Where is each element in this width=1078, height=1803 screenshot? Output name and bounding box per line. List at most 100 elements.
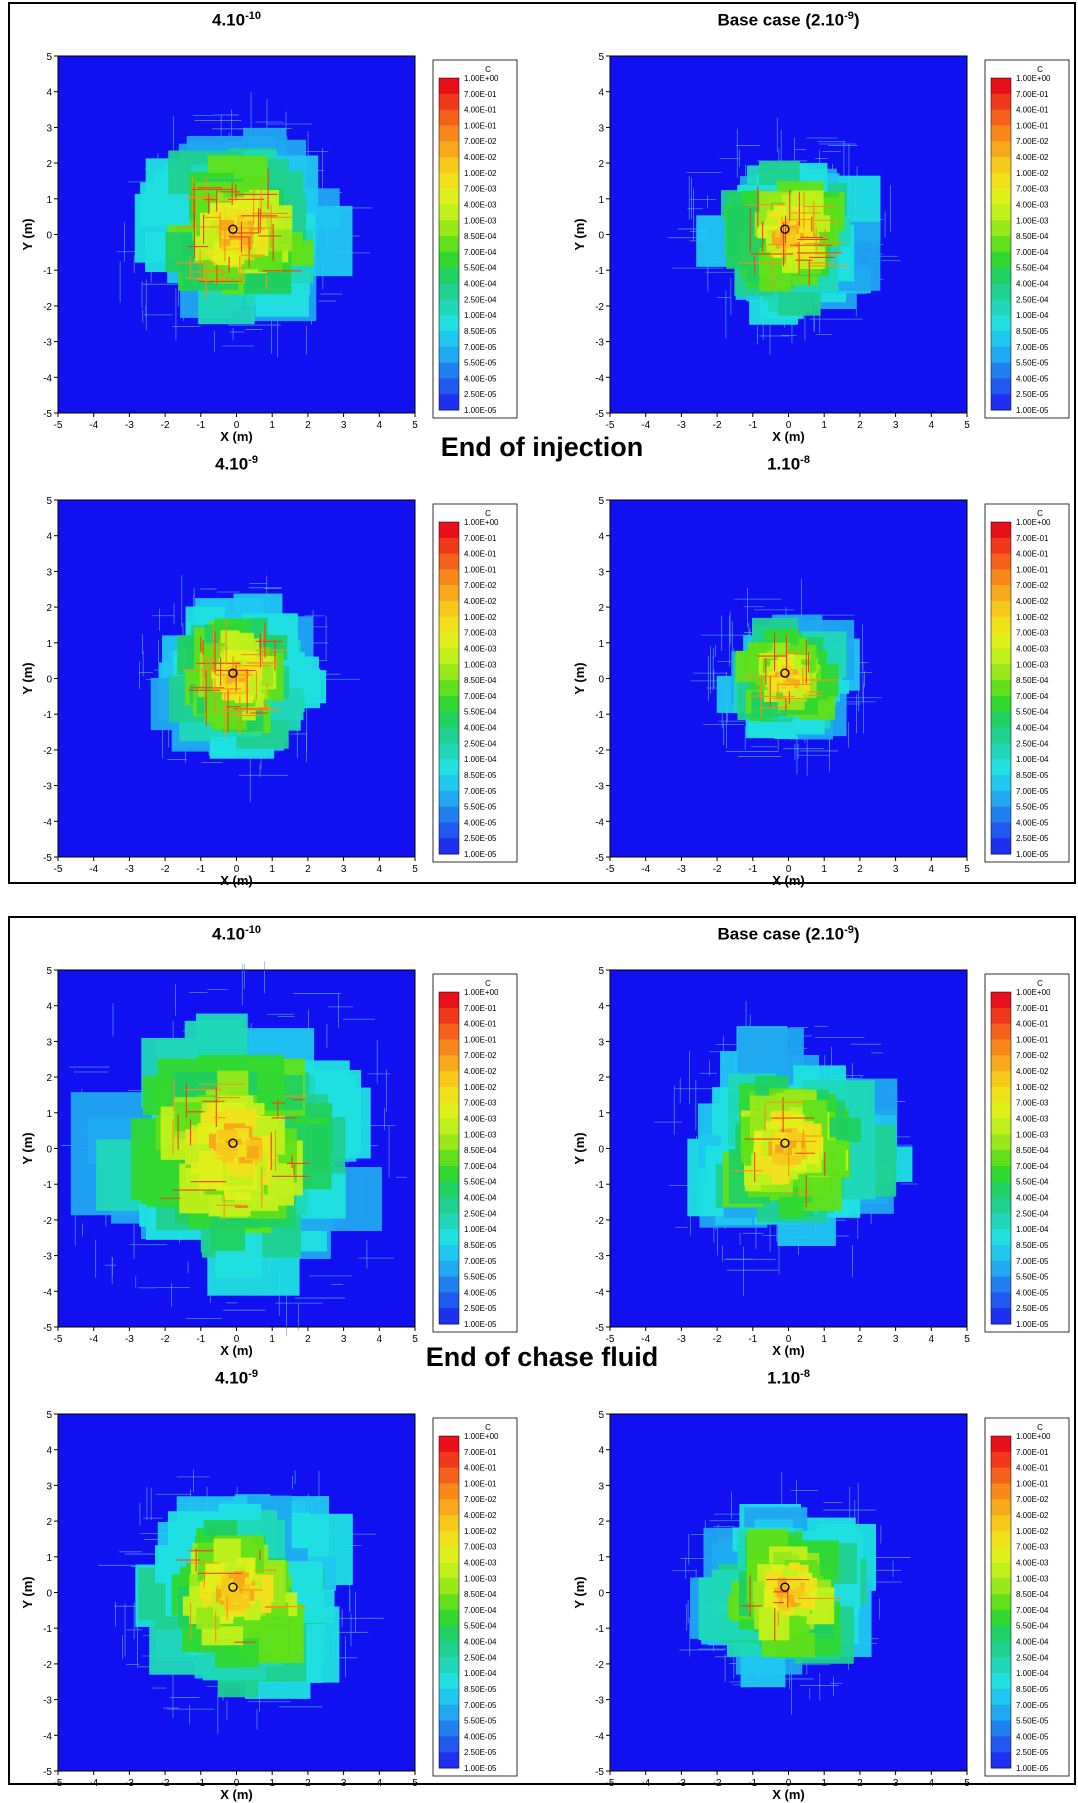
- y-tick-label: 3: [46, 1481, 52, 1492]
- heatmap-svg: -5 -4 -3 -2 -1 0 1 2 3 4 5 5 4 3 2 1 0 -1 -2 -3 -4 -5 X (m) Y (…: [560, 454, 1078, 889]
- colorbar-label: 5.50E-04: [464, 708, 497, 717]
- x-tick-label: 5: [412, 864, 418, 875]
- x-axis-label: X (m): [220, 873, 253, 888]
- colorbar-label: 7.00E-02: [1016, 137, 1049, 146]
- colorbar-title: C: [485, 1423, 491, 1432]
- colorbar-label: 7.00E-04: [1016, 248, 1049, 257]
- colorbar-label: 8.50E-05: [464, 1685, 497, 1694]
- x-tick-label: -5: [54, 1334, 63, 1345]
- y-tick-label: 2: [46, 1073, 52, 1084]
- colorbar-label: 1.00E+00: [464, 1432, 499, 1441]
- x-tick-label: -2: [713, 1778, 722, 1789]
- colorbar-swatch: [439, 992, 459, 1008]
- colorbar-swatch: [439, 1436, 459, 1452]
- y-tick-label: 5: [598, 1410, 604, 1421]
- colorbar-swatch: [439, 807, 459, 823]
- y-tick-label: -1: [595, 266, 604, 277]
- y-tick-label: 0: [598, 1589, 604, 1600]
- colorbar-swatch: [439, 680, 459, 696]
- y-tick-label: 4: [598, 88, 604, 99]
- x-tick-label: -2: [161, 420, 170, 431]
- y-tick-label: -3: [595, 1252, 604, 1263]
- colorbar-label: 8.50E-04: [1016, 1590, 1049, 1599]
- colorbar-swatch: [439, 1752, 459, 1768]
- x-tick-label: -3: [677, 1334, 686, 1345]
- colorbar-label: 4.00E-02: [1016, 597, 1049, 606]
- colorbar-label: 7.00E-05: [464, 1257, 497, 1266]
- x-tick-label: -1: [196, 864, 205, 875]
- x-tick-label: 3: [893, 1778, 899, 1789]
- colorbar-label: 2.50E-04: [1016, 1209, 1049, 1218]
- colorbar-label: 2.50E-05: [1016, 390, 1049, 399]
- colorbar-swatch: [439, 173, 459, 189]
- y-tick-label: 1: [598, 1109, 604, 1120]
- heatmap-svg: -5 -4 -3 -2 -1 0 1 2 3 4 5 5 4 3 2 1 0 -1 -2 -3 -4 -5 X (m) Y (…: [8, 454, 528, 889]
- colorbar-swatch: [991, 315, 1011, 331]
- y-tick-label: -5: [595, 1323, 604, 1334]
- colorbar-swatch: [439, 1292, 459, 1308]
- y-tick-label: -2: [43, 1216, 52, 1227]
- y-tick-label: -5: [595, 409, 604, 420]
- colorbar-swatch: [991, 347, 1011, 363]
- x-axis-label: X (m): [220, 429, 253, 444]
- y-tick-label: 2: [46, 603, 52, 614]
- colorbar-swatch: [991, 696, 1011, 712]
- x-tick-label: 2: [857, 1778, 863, 1789]
- colorbar-swatch: [991, 1182, 1011, 1198]
- colorbar-label: 1.00E-03: [464, 660, 497, 669]
- y-tick-label: -1: [43, 710, 52, 721]
- colorbar-label: 5.50E-05: [1016, 803, 1049, 812]
- colorbar-swatch: [439, 1452, 459, 1468]
- plume-block: [238, 1145, 246, 1157]
- y-tick-label: 1: [46, 195, 52, 206]
- colorbar-swatch: [991, 157, 1011, 173]
- colorbar-swatch: [991, 1024, 1011, 1040]
- y-tick-label: 0: [46, 1145, 52, 1156]
- colorbar-swatch: [439, 1657, 459, 1673]
- colorbar-swatch: [439, 1610, 459, 1626]
- x-axis-label: X (m): [772, 1343, 805, 1358]
- colorbar-swatch: [991, 1008, 1011, 1024]
- y-tick-label: -5: [43, 1767, 52, 1778]
- colorbar-label: 7.00E-05: [464, 1701, 497, 1710]
- colorbar-swatch: [991, 110, 1011, 126]
- colorbar-swatch: [991, 94, 1011, 110]
- colorbar-label: 7.00E-02: [464, 581, 497, 590]
- colorbar-title: C: [485, 509, 491, 518]
- colorbar-label: 7.00E-02: [1016, 581, 1049, 590]
- colorbar-label: 1.00E-02: [1016, 1527, 1049, 1536]
- colorbar-label: 4.00E-04: [464, 1194, 497, 1203]
- colorbar-swatch: [991, 1483, 1011, 1499]
- y-tick-label: -4: [595, 817, 604, 828]
- colorbar-label: 1.00E-05: [464, 1764, 497, 1773]
- plume-block: [216, 1143, 239, 1155]
- colorbar-label: 2.50E-04: [464, 1653, 497, 1662]
- colorbar-swatch: [991, 822, 1011, 838]
- colorbar-label: 1.00E-01: [464, 565, 497, 574]
- colorbar-swatch: [991, 1578, 1011, 1594]
- colorbar-swatch: [991, 1134, 1011, 1150]
- x-tick-label: -2: [713, 864, 722, 875]
- colorbar-label: 1.00E-02: [1016, 613, 1049, 622]
- x-tick-label: 2: [857, 1334, 863, 1345]
- colorbar-label: 4.00E-02: [464, 597, 497, 606]
- colorbar-label: 7.00E-02: [1016, 1051, 1049, 1060]
- colorbar-label: 7.00E-05: [1016, 1701, 1049, 1710]
- x-tick-label: -1: [748, 1334, 757, 1345]
- y-tick-label: 3: [46, 123, 52, 134]
- colorbar-title: C: [1037, 65, 1043, 74]
- colorbar-swatch: [439, 838, 459, 854]
- colorbar-swatch: [991, 141, 1011, 157]
- colorbar-label: 7.00E-01: [464, 1004, 497, 1013]
- colorbar-swatch: [439, 1578, 459, 1594]
- colorbar-swatch: [991, 1499, 1011, 1515]
- x-tick-label: -5: [54, 420, 63, 431]
- colorbar-swatch: [991, 633, 1011, 649]
- colorbar-swatch: [439, 1182, 459, 1198]
- x-tick-label: -5: [606, 1334, 615, 1345]
- colorbar-swatch: [439, 236, 459, 252]
- y-tick-label: -2: [595, 302, 604, 313]
- colorbar-swatch: [439, 1499, 459, 1515]
- colorbar-swatch: [991, 1436, 1011, 1452]
- colorbar-label: 1.00E-04: [464, 755, 497, 764]
